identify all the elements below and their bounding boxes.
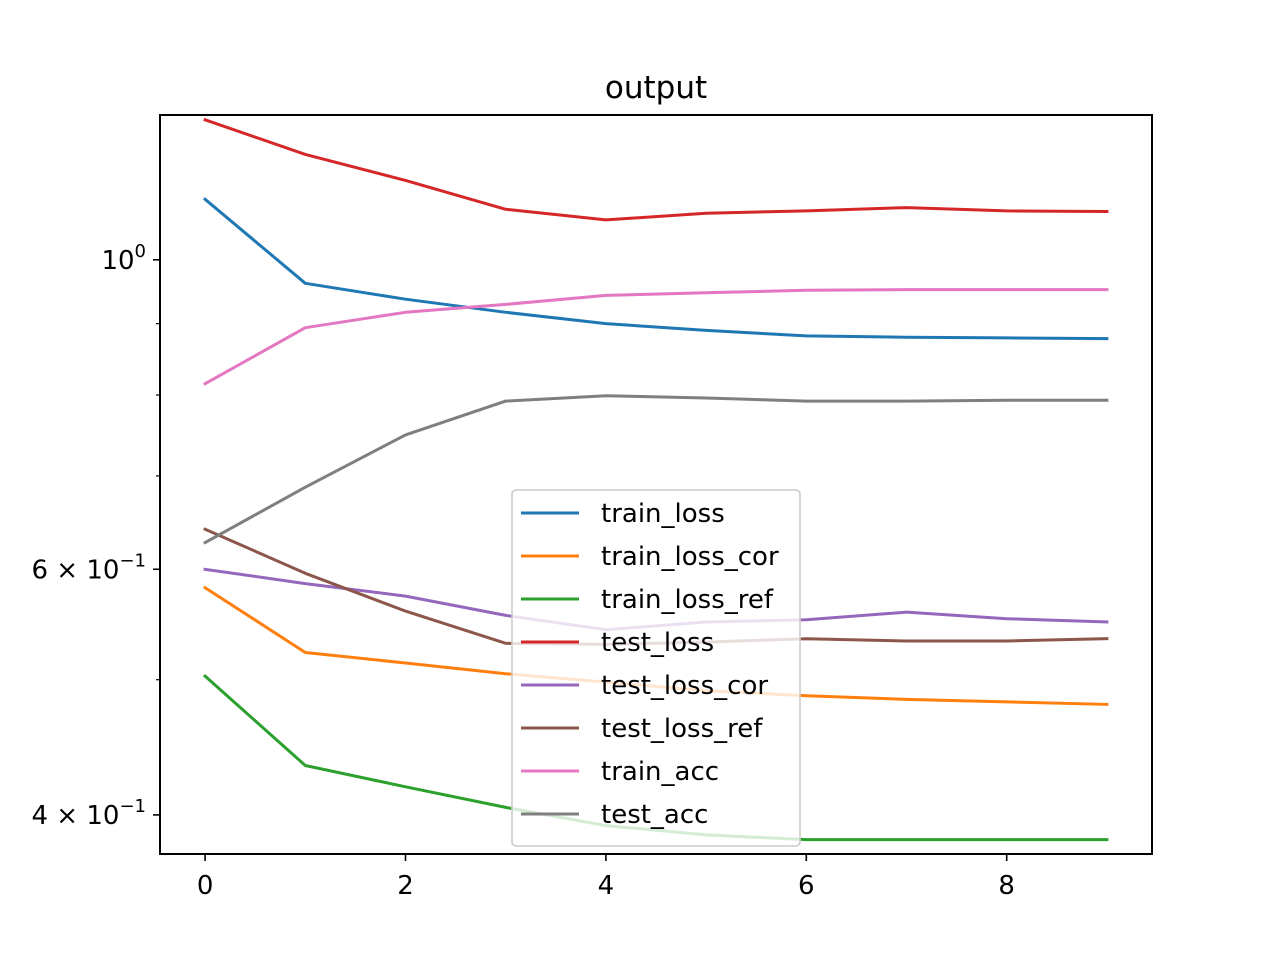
y-tick-exponent: −1 — [119, 796, 146, 817]
y-tick-base: 10 — [101, 246, 134, 276]
x-axis: 0 2 4 6 8 — [197, 854, 1015, 901]
plot-frame — [159, 114, 1153, 855]
legend: train_loss train_loss_cor train_loss_refte… — [511, 489, 801, 847]
y-tick-mantissa: 6 × — [32, 555, 87, 585]
series-line-train-loss — [202, 197, 1109, 341]
x-tick-label-4: 4 — [598, 871, 615, 901]
legend-label-test-loss: test_loss — [601, 628, 714, 658]
x-tick-label-2: 2 — [397, 871, 414, 901]
series-line-test-loss — [203, 117, 1109, 222]
legend-label-test-loss-ref: test_loss_ref — [601, 714, 763, 744]
series-line-train-acc — [203, 288, 1109, 386]
chart-title: output — [605, 70, 707, 106]
y-tick-exponent: 0 — [135, 241, 146, 262]
x-tick-label-8: 8 — [998, 871, 1015, 901]
legend-label-test-loss-cor: test_loss_cor — [601, 671, 768, 701]
legend-label-train-acc: train_acc — [601, 757, 719, 787]
y-tick-base: 10 — [86, 801, 119, 831]
legend-label-train-loss: train_loss — [601, 499, 725, 529]
x-tick-label-6: 6 — [798, 871, 815, 901]
series-line-test-acc — [203, 394, 1109, 545]
legend-box — [511, 489, 801, 847]
legend-label-train-loss-ref: train_loss_ref — [601, 585, 774, 615]
y-tick-mantissa: 4 × — [32, 801, 87, 831]
y-tick-exponent: −1 — [119, 550, 146, 571]
legend-label-train-loss-cor: train_loss_cor — [601, 542, 779, 572]
y-tick-label: 4 × 10−1 — [32, 796, 147, 831]
x-tick-label-0: 0 — [197, 871, 214, 901]
y-tick-label: 100 — [101, 241, 146, 276]
y-tick-base: 10 — [86, 555, 119, 585]
legend-label-test-acc: test_acc — [601, 800, 708, 830]
y-tick-label: 6 × 10−1 — [32, 550, 147, 585]
